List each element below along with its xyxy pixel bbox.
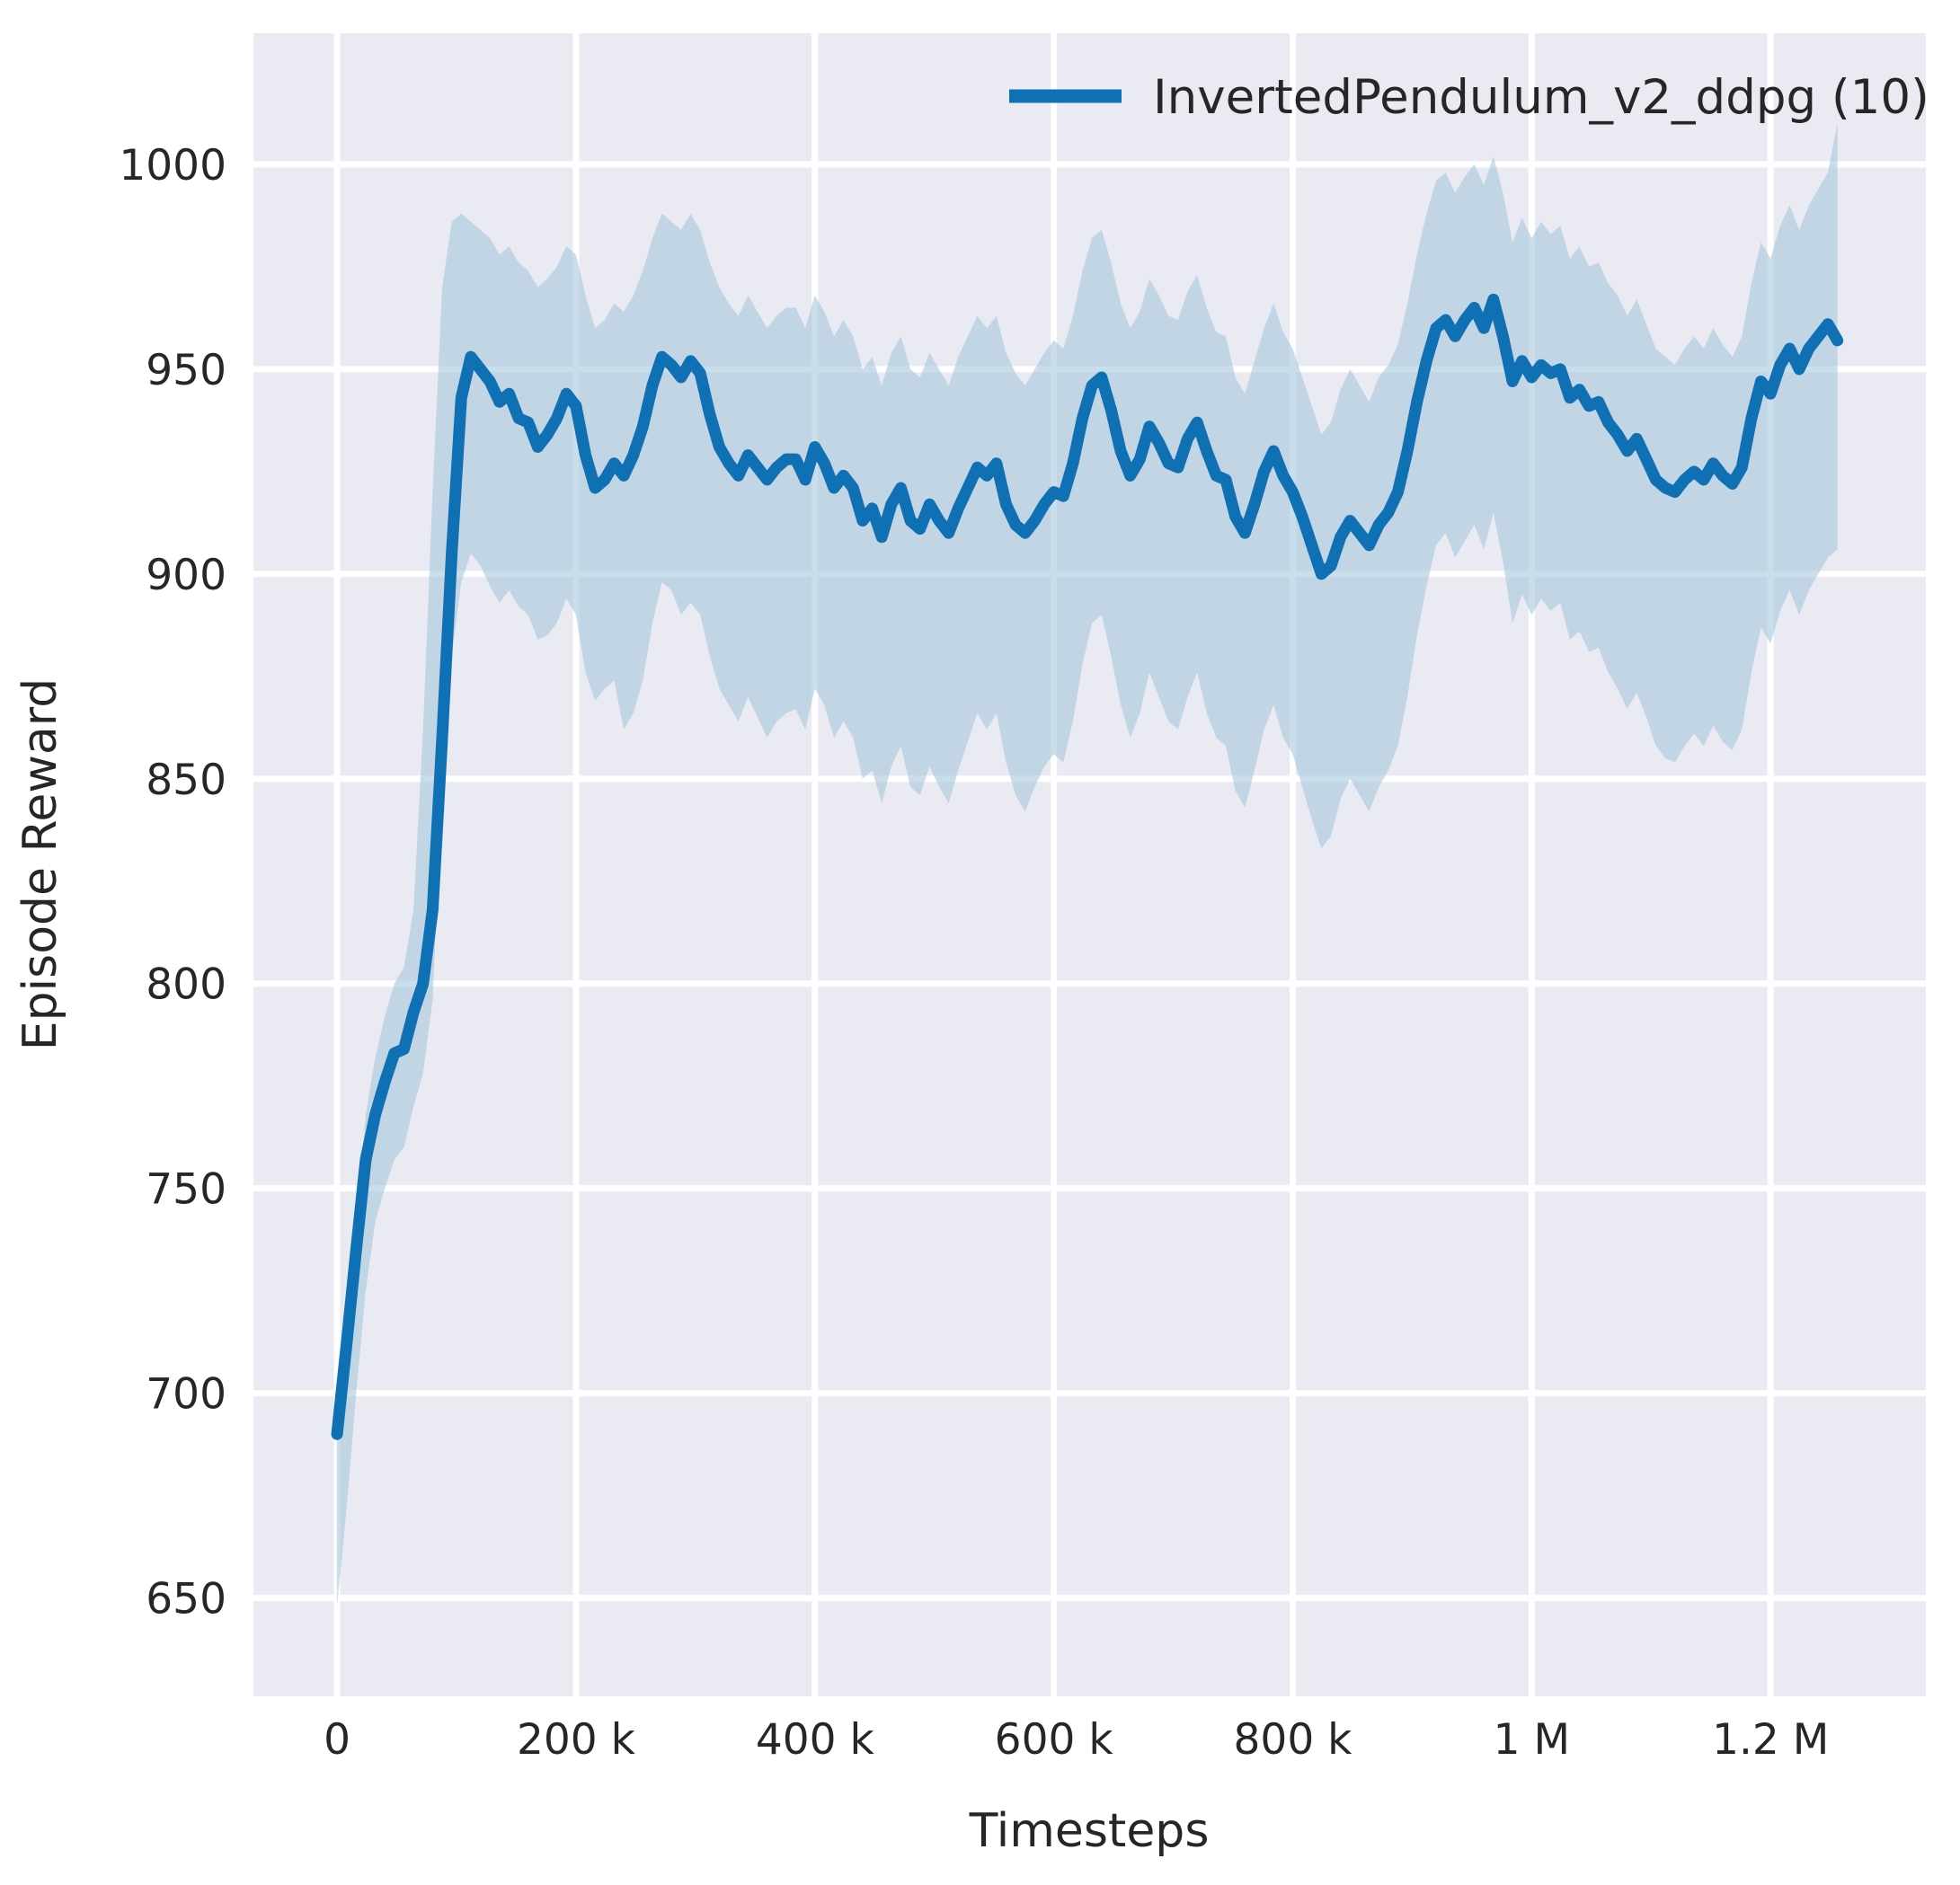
y-tick-label-3: 800 xyxy=(146,960,226,1010)
legend-label: InvertedPendulum_v2_ddpg (10) xyxy=(1153,70,1929,125)
x-tick-labels: 0 200 k 400 k 600 k 800 k 1 M 1.2 M xyxy=(324,1715,1829,1765)
confidence-band xyxy=(337,123,1838,1606)
x-axis-title: Timesteps xyxy=(969,1804,1210,1858)
y-tick-label-4: 850 xyxy=(146,756,226,805)
mean-line xyxy=(331,293,1844,1440)
x-tick-label-3: 600 k xyxy=(995,1715,1114,1765)
y-tick-label-5: 900 xyxy=(146,551,226,600)
y-tick-label-7: 1000 xyxy=(119,141,226,190)
y-tick-labels: 650 700 750 800 850 900 950 1000 xyxy=(119,141,226,1624)
y-tick-label-2: 750 xyxy=(146,1165,226,1215)
y-tick-label-6: 950 xyxy=(146,346,226,395)
x-tick-label-5: 1 M xyxy=(1494,1715,1570,1765)
y-axis-title: Episode Reward xyxy=(13,678,67,1050)
x-tick-label-2: 400 k xyxy=(756,1715,875,1765)
x-tick-label-0: 0 xyxy=(324,1715,350,1765)
x-tick-label-6: 1.2 M xyxy=(1712,1715,1829,1765)
y-tick-label-1: 700 xyxy=(146,1370,226,1420)
legend: InvertedPendulum_v2_ddpg (10) xyxy=(1009,70,1929,125)
x-tick-label-4: 800 k xyxy=(1234,1715,1353,1765)
y-tick-label-0: 650 xyxy=(146,1575,226,1624)
x-tick-label-1: 200 k xyxy=(517,1715,636,1765)
